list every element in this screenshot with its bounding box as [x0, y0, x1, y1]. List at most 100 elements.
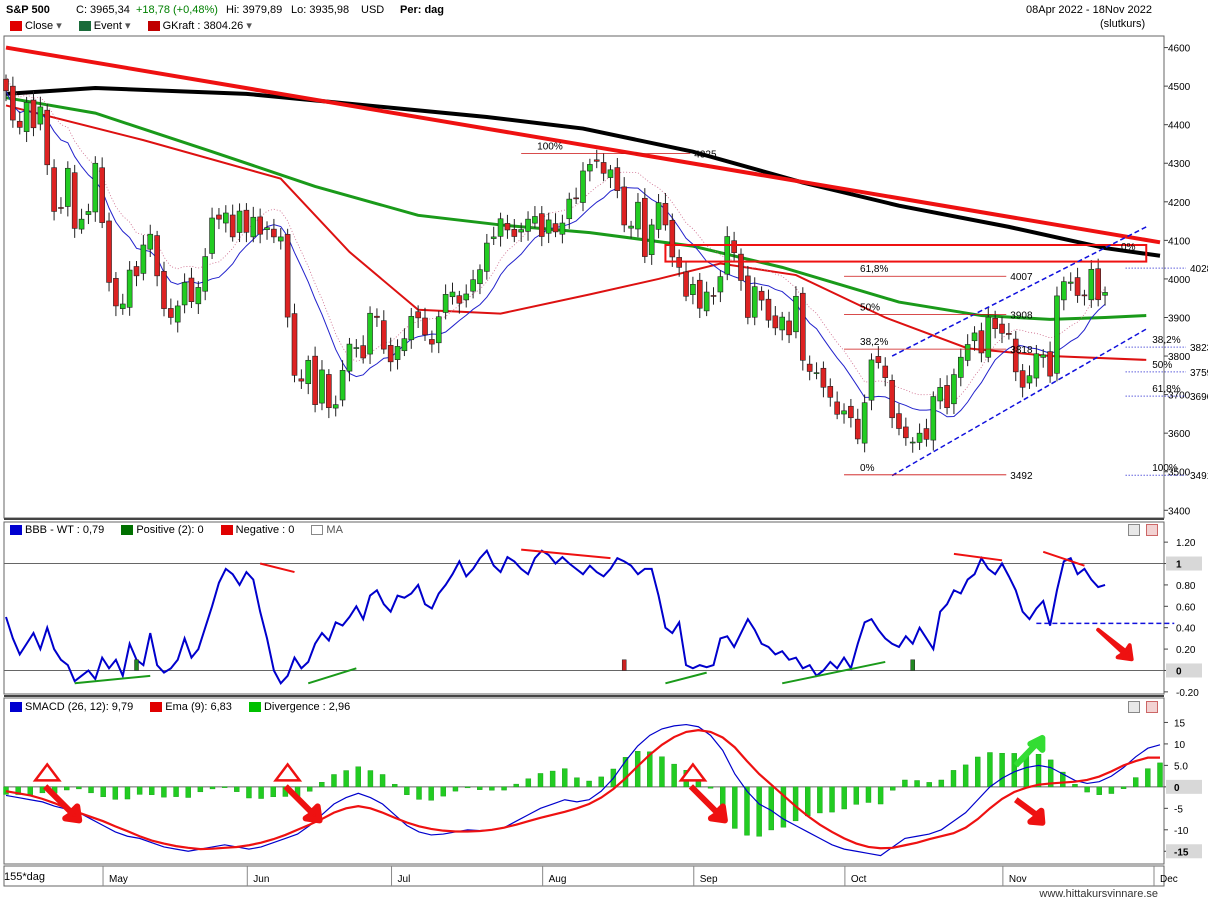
- sell-signal-triangle-icon: [273, 762, 303, 782]
- divergence-bar: [149, 786, 155, 795]
- candle-body: [896, 413, 902, 429]
- candle-body: [710, 295, 717, 297]
- candle-body: [1081, 294, 1088, 297]
- candle-body: [806, 363, 813, 372]
- candle-body: [1012, 338, 1019, 373]
- candle-body: [429, 339, 435, 345]
- legend-negative-swatch: [220, 525, 233, 536]
- candle-body: [319, 369, 325, 404]
- divergence-bar: [136, 786, 143, 795]
- candle-body: [257, 216, 263, 235]
- bbb-signal-bar: [621, 659, 627, 671]
- divergence-bar: [221, 786, 228, 788]
- divergence-bar: [477, 786, 483, 790]
- candle-body: [449, 291, 456, 298]
- candle-body: [147, 233, 154, 250]
- candle-body: [834, 401, 840, 415]
- candle-body: [786, 320, 792, 336]
- candle-body: [161, 270, 167, 309]
- candle-body: [71, 172, 78, 229]
- divergence-bar: [1060, 771, 1066, 788]
- divergence-bar: [306, 786, 313, 792]
- divergence-bar: [489, 786, 495, 791]
- candle-body: [65, 167, 71, 207]
- y-tick-label: 3400: [1168, 506, 1191, 517]
- candle-body: [909, 441, 916, 444]
- divergence-bar: [1145, 768, 1151, 788]
- divergence-bar: [890, 786, 896, 791]
- candle-body: [346, 343, 353, 372]
- candle-body: [44, 109, 51, 166]
- candle-body: [188, 277, 195, 302]
- dropdown-arrow-icon[interactable]: ▾: [124, 20, 131, 32]
- candle-body: [587, 164, 593, 172]
- candle-body: [174, 305, 181, 323]
- price-type: (slutkurs): [1100, 18, 1146, 30]
- legend-bbb: BBB - WT : 0,79: [10, 524, 104, 536]
- candle-body: [937, 386, 943, 402]
- bbb-panel-frame: [3, 521, 1165, 695]
- candle-body: [545, 219, 552, 234]
- main-legend: Close ▾ Event ▾ GKraft : 3804.26 ▾: [10, 19, 266, 32]
- divergence-bar: [1011, 753, 1017, 788]
- divergence-bar: [404, 786, 410, 795]
- bbb-legend: BBB - WT : 0,79 Positive (2): 0 Negative…: [10, 524, 357, 536]
- divergence-bar: [598, 776, 604, 788]
- candle-body: [216, 214, 222, 220]
- divergence-bar: [331, 774, 337, 788]
- dropdown-arrow-icon[interactable]: ▾: [56, 20, 62, 32]
- candle-body: [243, 209, 250, 233]
- candle-body: [1054, 295, 1060, 374]
- divergence-bar: [392, 784, 398, 788]
- candle-body: [1040, 354, 1047, 358]
- candle-body: [422, 317, 428, 336]
- divergence-bar: [525, 778, 532, 788]
- candle-body: [964, 344, 971, 361]
- candle-body: [882, 365, 889, 378]
- legend-bbb-swatch: [10, 525, 22, 536]
- legend-event[interactable]: Event ▾: [78, 20, 131, 32]
- candle-body: [793, 295, 799, 333]
- divergence-bar: [817, 786, 823, 814]
- legend-negative-label: Negative : 0: [235, 524, 295, 536]
- high-value: Hi: 3979,89: [226, 4, 283, 16]
- candle-body: [30, 99, 37, 129]
- legend-gkraft-swatch: [147, 21, 160, 32]
- candle-body: [525, 218, 531, 232]
- divergence-bar: [1157, 762, 1163, 788]
- settings-icon[interactable]: [1128, 701, 1140, 713]
- bullish-divergence-line: [307, 667, 357, 685]
- candle-body: [119, 303, 126, 309]
- dropdown-arrow-icon[interactable]: ▾: [246, 20, 252, 32]
- candle-body: [1067, 281, 1074, 284]
- candle-body: [401, 338, 408, 352]
- y-tick-label: 1.20: [1176, 538, 1196, 549]
- candle-body: [717, 276, 724, 293]
- candle-body: [607, 169, 614, 178]
- divergence-bar: [1108, 786, 1115, 794]
- candle-body: [1061, 281, 1067, 301]
- candle-body: [538, 213, 545, 237]
- close-icon[interactable]: [1146, 701, 1158, 713]
- legend-divergence-swatch: [248, 702, 261, 713]
- bullish-divergence-line: [74, 674, 151, 685]
- down-arrow-icon: [688, 784, 728, 824]
- candle-body: [648, 224, 655, 255]
- fib-value-label: 3823: [1190, 343, 1208, 354]
- legend-positive-swatch: [121, 525, 134, 536]
- candle-body: [387, 345, 394, 363]
- close-icon[interactable]: [1146, 524, 1158, 536]
- down-arrow-icon: [43, 784, 83, 824]
- settings-icon[interactable]: [1128, 524, 1140, 536]
- bearish-divergence-line: [1042, 550, 1085, 567]
- fib-percent-label: 50%: [1152, 360, 1172, 371]
- sell-signal-triangle-icon: [678, 762, 708, 782]
- y-tick-label: 0.20: [1176, 645, 1196, 656]
- divergence-bar: [768, 786, 774, 831]
- legend-close[interactable]: Close ▾: [10, 20, 62, 32]
- divergence-bar: [549, 770, 556, 788]
- y-tick-label: 4500: [1168, 82, 1191, 93]
- legend-gkraft[interactable]: GKraft : 3804.26 ▾: [147, 20, 252, 32]
- divergence-bar: [586, 780, 592, 788]
- y-tick-label: 0.60: [1176, 602, 1196, 613]
